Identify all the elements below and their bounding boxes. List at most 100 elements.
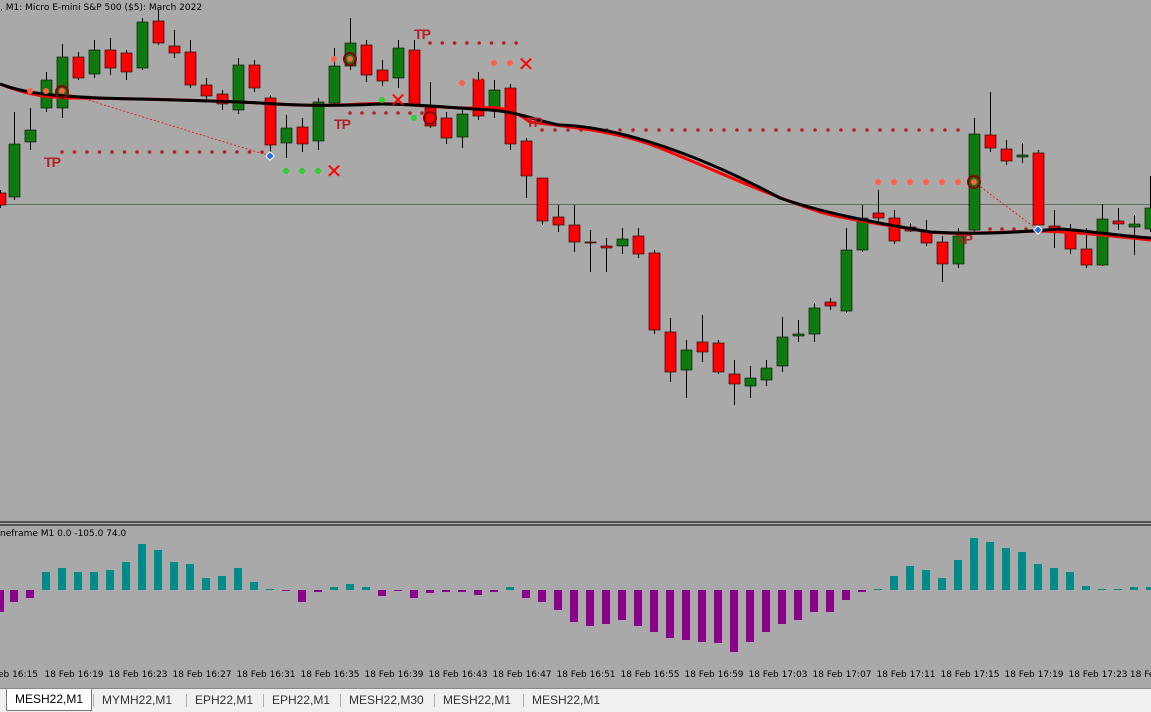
histogram-bar (874, 589, 882, 590)
symbol-title: , M1: Micro E-mini S&P 500 ($5): March 2… (0, 3, 203, 13)
sell-entry-dots-dot (507, 60, 513, 66)
histogram-bar (74, 572, 82, 590)
histogram-bar (1098, 589, 1106, 590)
candle (88, 40, 101, 78)
time-axis-label: 18 Feb 16:19 (44, 670, 104, 680)
chart-tab[interactable]: MYMH22,M1 (102, 693, 173, 707)
candle-body (1096, 218, 1109, 266)
candle (1032, 150, 1045, 228)
candle (184, 40, 197, 88)
histogram-bar (218, 576, 226, 590)
tab-separator (186, 694, 187, 707)
histogram-bar (826, 590, 834, 612)
histogram-bar (0, 590, 4, 612)
candle (360, 40, 373, 82)
sell-entry-dots-dot (923, 179, 929, 185)
signal-markers: ✕ ✕ ✕ ✕ (55, 52, 1043, 235)
tp-line-dot (247, 150, 252, 154)
candle (0, 190, 7, 208)
tp-line-dot (360, 111, 364, 115)
candle-body (1000, 148, 1013, 162)
tp-label: TP (44, 154, 61, 170)
candle-body (232, 64, 245, 111)
histogram-bar (778, 590, 786, 624)
candle (984, 92, 997, 152)
buy-entry-dots (411, 115, 417, 121)
tp-line-dot (670, 128, 674, 132)
tp-line-dot (210, 150, 214, 154)
candle-body (1128, 223, 1141, 228)
candle-body (648, 252, 661, 331)
candle-body (760, 367, 773, 381)
candle-body (216, 93, 229, 105)
chart-tab[interactable]: MESH22,M1 (6, 689, 93, 711)
chart-window[interactable]: , M1: Micro E-mini S&P 500 ($5): March 2… (0, 0, 1151, 688)
histogram-bar (954, 560, 962, 590)
tp-line-dot (185, 150, 189, 154)
chart-tab[interactable]: MESH22,M1 (532, 693, 601, 707)
candle-body (504, 87, 517, 145)
histogram-bar (202, 578, 210, 590)
sell-entry-dots-dot (459, 80, 465, 86)
time-axis-label: 18 Feb 16:35 (300, 670, 360, 680)
tp-labels: TP TP TP TP TP (44, 26, 974, 247)
tp-line-dot (943, 128, 947, 132)
tp-line-dot (452, 41, 457, 45)
histogram-bar (682, 590, 690, 640)
tp-line-dot (631, 128, 635, 132)
histogram-bar (602, 590, 610, 624)
time-axis-label: 18 Feb 16:27 (172, 670, 232, 680)
candle-body (872, 212, 885, 219)
histogram-bar (794, 590, 802, 620)
slow-ma-line (0, 82, 1151, 240)
tp-line-dot (172, 150, 177, 154)
tp-line-dot (839, 128, 843, 132)
time-axis-label: 18 Feb 17:07 (812, 670, 872, 680)
sell-entry-dots-dot (27, 88, 33, 94)
candle (248, 60, 261, 92)
candle-body (120, 52, 133, 73)
chart-tab[interactable]: MESH22,M1 (443, 693, 512, 707)
histogram-bar (1130, 587, 1138, 590)
price-chart[interactable]: ✕ ✕ ✕ ✕ TP TP TP TP TP (0, 0, 1151, 688)
candle-body (376, 69, 389, 82)
candle-body (952, 235, 965, 265)
tp-line-dot (891, 128, 895, 132)
candle (600, 238, 613, 272)
candle-body (72, 56, 85, 79)
exit-marker: ✕ (326, 159, 343, 183)
candle-body (744, 377, 757, 387)
tp-line-dot (60, 150, 64, 154)
candles (0, 10, 1151, 405)
candle-body (520, 140, 533, 177)
tp-line-dot (147, 150, 152, 154)
candle (840, 228, 853, 313)
buy-entry-dots (379, 97, 385, 103)
chart-tab[interactable]: EPH22,M1 (272, 693, 331, 707)
histogram-bar (1018, 552, 1026, 590)
time-axis-label: 18 Feb 16:47 (492, 670, 552, 680)
tp-line-dot (235, 150, 239, 154)
chart-tab[interactable]: MESH22,M30 (349, 693, 424, 707)
candle-body (1080, 248, 1093, 266)
candle (200, 78, 213, 100)
histogram-bar (666, 590, 674, 638)
candle (232, 58, 245, 114)
tp-line-dot (761, 128, 765, 132)
candle-body (568, 224, 581, 243)
time-axis-label: 18 Feb 17:23 (1068, 670, 1128, 680)
histogram-bar (394, 590, 402, 591)
candle-body (360, 44, 373, 76)
candle-body (1112, 220, 1125, 225)
histogram-bar (186, 564, 194, 590)
histogram-bar (634, 590, 642, 626)
candle (856, 205, 869, 252)
histogram-bar (474, 590, 482, 595)
tp-line-dot (408, 111, 412, 115)
time-axis-label: 18 Feb 17:15 (940, 670, 1000, 680)
time-axis-label: 18 Feb 17:03 (748, 670, 808, 680)
histogram-bar (234, 568, 242, 590)
chart-tab[interactable]: EPH22,M1 (195, 693, 254, 707)
tp-line-dot (384, 111, 388, 115)
histogram-bar (970, 538, 978, 590)
